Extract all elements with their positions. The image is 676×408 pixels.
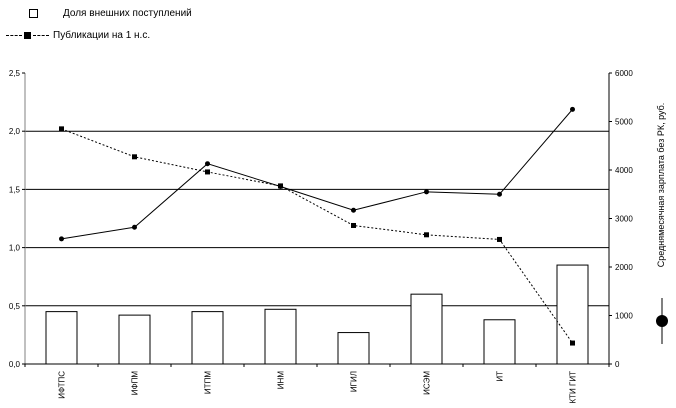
point-dashed: [570, 340, 575, 346]
legend-dash-right: [33, 35, 49, 36]
y-tick-label-right: 2000: [615, 263, 633, 272]
y-tick-label-left: 0,0: [9, 360, 21, 369]
y-tick-label-left: 2,5: [9, 69, 21, 78]
y-tick-label-right: 4000: [615, 166, 633, 175]
y-tick-label-right: 5000: [615, 118, 633, 127]
point-dashed: [132, 154, 137, 160]
point-solid: [278, 183, 283, 189]
point-solid: [59, 236, 64, 242]
point-dashed: [59, 126, 64, 132]
x-tick-label: ИГИЛ: [350, 371, 359, 392]
y-tick-label-right: 1000: [615, 312, 633, 321]
x-tick-label: КТИ ГИТ: [569, 371, 578, 404]
point-solid: [205, 161, 210, 167]
bar: [337, 332, 370, 365]
y-tick-label-left: 1,0: [9, 244, 21, 253]
point-solid: [424, 189, 429, 195]
point-solid: [570, 106, 575, 112]
bar: [483, 319, 516, 365]
bar: [191, 311, 224, 365]
x-tick-label: ИТПМ: [204, 371, 213, 394]
legend-dash-left: [6, 35, 22, 36]
y-tick-label-right: 6000: [615, 69, 633, 78]
y-tick-label-right: 0: [615, 360, 620, 369]
legend-item-bars: Доля внешних поступлений: [29, 8, 192, 19]
x-tick-label: ИФПМ: [131, 371, 140, 396]
right-legend-marker: [656, 315, 668, 327]
legend-dashed-marker: [24, 32, 31, 39]
series-line-dashed: [61, 128, 573, 344]
bar: [264, 308, 297, 365]
series-line-solid: [61, 109, 573, 240]
bar: [45, 311, 78, 365]
legend-bar-swatch: [29, 9, 38, 18]
point-dashed: [424, 232, 429, 238]
bar: [118, 314, 151, 365]
point-solid: [132, 224, 137, 230]
x-tick-label: ИТ: [496, 371, 505, 382]
right-axis-title: Среднямесячная зарплата без РК, руб.: [656, 103, 666, 268]
bar: [556, 264, 589, 365]
legend-item-dashed: Публикации на 1 н.с.: [6, 30, 150, 41]
point-solid: [497, 191, 502, 197]
y-tick-label-right: 3000: [615, 215, 633, 224]
point-dashed: [351, 222, 356, 228]
bar: [410, 293, 443, 365]
point-dashed: [497, 236, 502, 242]
legend-bar-label: Доля внешних поступлений: [63, 8, 192, 19]
y-tick-label-left: 1,5: [9, 185, 21, 194]
y-tick-label-left: 0,5: [9, 302, 21, 311]
legend-dashed-label: Публикации на 1 н.с.: [53, 30, 151, 41]
x-tick-label: ИСЭМ: [423, 371, 432, 395]
x-tick-label: ИНМ: [277, 371, 286, 390]
x-tick-label: ИФТПС: [58, 371, 67, 399]
y-tick-label-left: 2,0: [9, 127, 21, 136]
point-solid: [351, 207, 356, 213]
point-dashed: [205, 169, 210, 175]
